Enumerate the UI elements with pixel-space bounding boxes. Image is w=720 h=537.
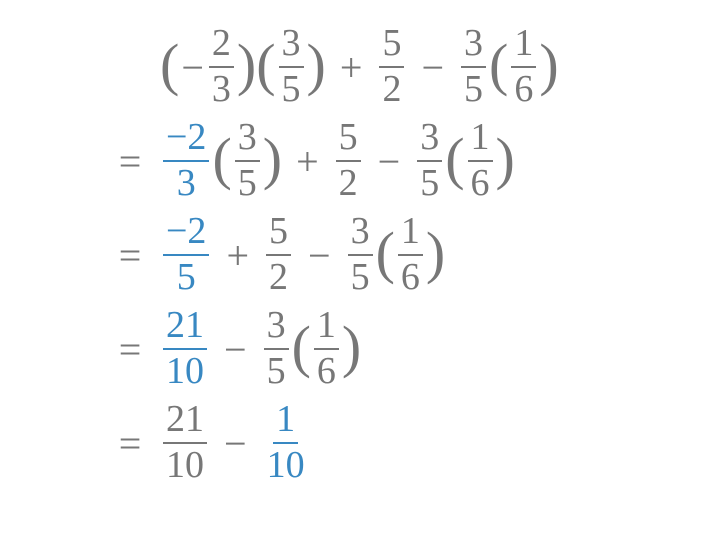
minus-op: − <box>407 44 458 91</box>
denominator: 2 <box>379 68 404 110</box>
fraction-3-5: 3 5 <box>235 118 260 204</box>
denominator: 10 <box>163 444 207 486</box>
open-paren: ( <box>256 36 275 94</box>
fraction-5-2: 5 2 <box>379 24 404 110</box>
close-paren: ) <box>539 36 558 94</box>
line3-content: −2 5 + 5 2 − 3 5 ( 1 6 ) <box>160 212 445 298</box>
fraction-3-5: 3 5 <box>264 306 289 392</box>
denominator: 3 <box>174 162 199 204</box>
fraction-2-3: 2 3 <box>209 24 234 110</box>
fraction-3-5: 3 5 <box>417 118 442 204</box>
open-paren: ( <box>292 318 311 376</box>
open-paren: ( <box>212 130 231 188</box>
numerator: 3 <box>264 306 289 350</box>
plus-op: + <box>282 138 333 185</box>
numerator: 1 <box>468 118 493 162</box>
open-paren: ( <box>445 130 464 188</box>
equals-sign: = <box>100 232 160 279</box>
minus-op: − <box>210 420 261 467</box>
fraction-1-10-blue: 1 10 <box>264 400 308 486</box>
minus-op: − <box>364 138 415 185</box>
fraction-3-5: 3 5 <box>461 24 486 110</box>
fraction-3-5: 3 5 <box>348 212 373 298</box>
negative-sign: − <box>179 44 206 91</box>
fraction-1-6: 1 6 <box>468 118 493 204</box>
denominator: 10 <box>163 350 207 392</box>
equation-line-3: = −2 5 + 5 2 − 3 5 ( 1 6 ) <box>100 208 720 302</box>
equals-sign: = <box>100 420 160 467</box>
denominator: 6 <box>511 68 536 110</box>
close-paren: ) <box>496 130 515 188</box>
fraction-21-10-blue: 21 10 <box>163 306 207 392</box>
numerator: 3 <box>461 24 486 68</box>
numerator: 5 <box>336 118 361 162</box>
numerator: 3 <box>348 212 373 256</box>
numerator: 21 <box>163 400 207 444</box>
denominator: 5 <box>235 162 260 204</box>
line1-content: ( − 2 3 ) ( 3 5 ) + 5 2 − 3 5 ( 1 6 ) <box>160 24 559 110</box>
equals-sign: = <box>100 138 160 185</box>
denominator: 6 <box>398 256 423 298</box>
close-paren: ) <box>342 318 361 376</box>
line2-content: −2 3 ( 3 5 ) + 5 2 − 3 5 ( 1 6 ) <box>160 118 515 204</box>
denominator: 2 <box>266 256 291 298</box>
open-paren: ( <box>160 36 179 94</box>
numerator: 3 <box>279 24 304 68</box>
close-paren: ) <box>426 224 445 282</box>
numerator: 5 <box>379 24 404 68</box>
close-paren: ) <box>237 36 256 94</box>
line5-content: 21 10 − 1 10 <box>160 400 311 486</box>
equation-line-2: = −2 3 ( 3 5 ) + 5 2 − 3 5 ( 1 6 ) <box>100 114 720 208</box>
fraction-neg2-3-blue: −2 3 <box>163 118 209 204</box>
denominator: 5 <box>461 68 486 110</box>
open-paren: ( <box>376 224 395 282</box>
equals-sign: = <box>100 326 160 373</box>
minus-op: − <box>294 232 345 279</box>
plus-op: + <box>212 232 263 279</box>
fraction-1-6: 1 6 <box>398 212 423 298</box>
numerator: 1 <box>398 212 423 256</box>
equation-line-4: = 21 10 − 3 5 ( 1 6 ) <box>100 302 720 396</box>
fraction-3-5: 3 5 <box>279 24 304 110</box>
numerator: 3 <box>417 118 442 162</box>
numerator: −2 <box>163 212 209 256</box>
numerator: 5 <box>266 212 291 256</box>
denominator: 3 <box>209 68 234 110</box>
close-paren: ) <box>307 36 326 94</box>
fraction-1-6: 1 6 <box>314 306 339 392</box>
equation-line-1: ( − 2 3 ) ( 3 5 ) + 5 2 − 3 5 ( 1 6 ) <box>100 20 720 114</box>
denominator: 5 <box>264 350 289 392</box>
denominator: 5 <box>348 256 373 298</box>
close-paren: ) <box>263 130 282 188</box>
denominator: 6 <box>468 162 493 204</box>
denominator: 6 <box>314 350 339 392</box>
fraction-1-6: 1 6 <box>511 24 536 110</box>
numerator: 1 <box>314 306 339 350</box>
open-paren: ( <box>489 36 508 94</box>
line4-content: 21 10 − 3 5 ( 1 6 ) <box>160 306 361 392</box>
minus-op: − <box>210 326 261 373</box>
numerator: 1 <box>511 24 536 68</box>
numerator: 3 <box>235 118 260 162</box>
denominator: 2 <box>336 162 361 204</box>
equation-line-5: = 21 10 − 1 10 <box>100 396 720 490</box>
numerator: 2 <box>209 24 234 68</box>
fraction-5-2: 5 2 <box>266 212 291 298</box>
numerator: 1 <box>273 400 298 444</box>
fraction-5-2: 5 2 <box>336 118 361 204</box>
denominator: 10 <box>264 444 308 486</box>
denominator: 5 <box>417 162 442 204</box>
fraction-21-10: 21 10 <box>163 400 207 486</box>
numerator: −2 <box>163 118 209 162</box>
fraction-neg2-5-blue: −2 5 <box>163 212 209 298</box>
numerator: 21 <box>163 306 207 350</box>
denominator: 5 <box>279 68 304 110</box>
plus-op: + <box>326 44 377 91</box>
denominator: 5 <box>174 256 199 298</box>
